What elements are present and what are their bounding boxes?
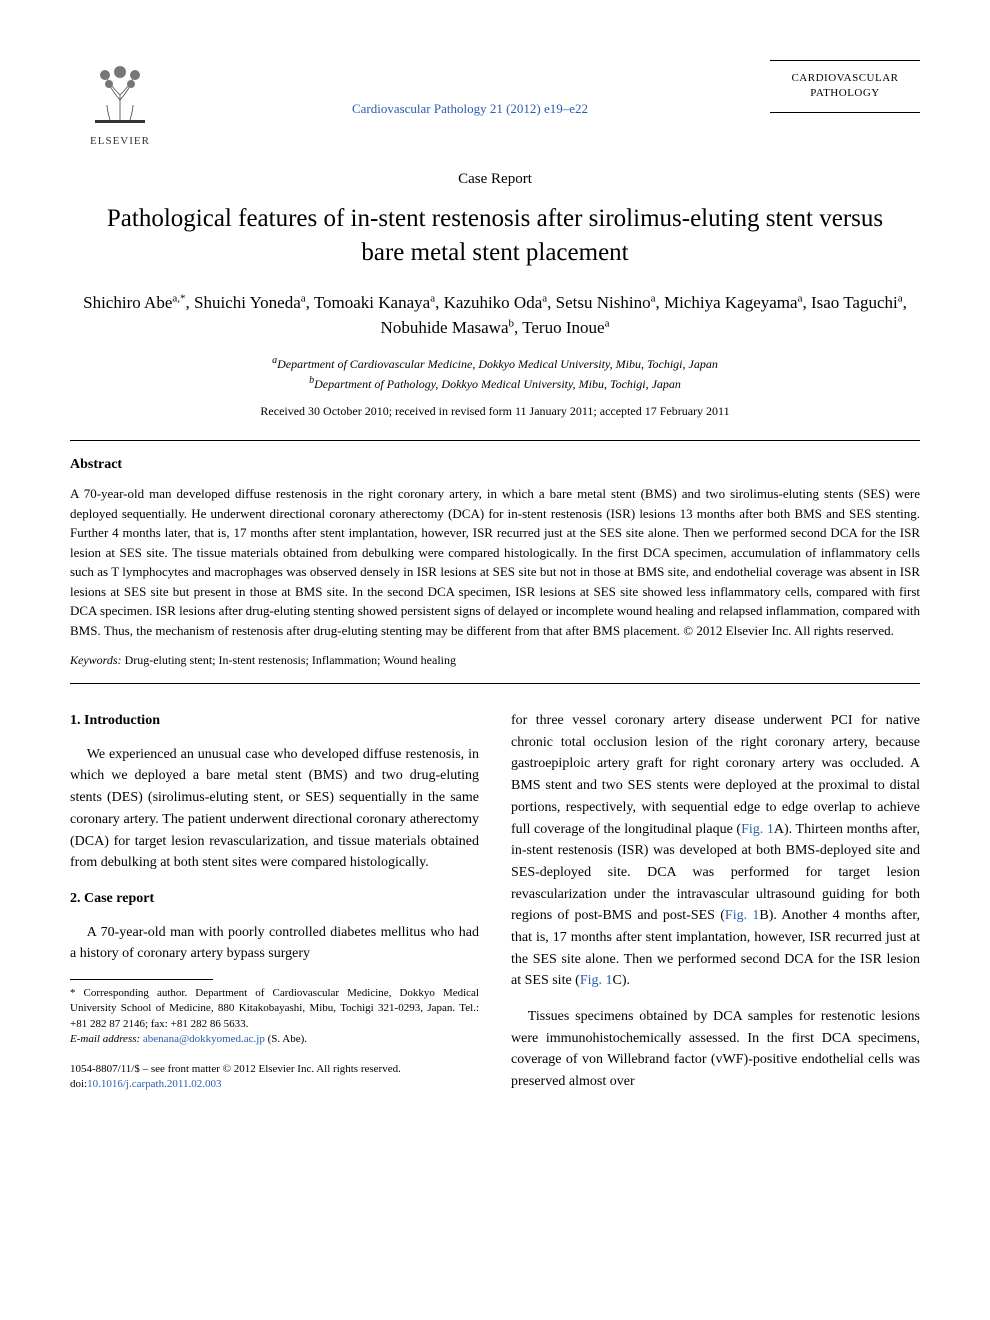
section-2-para-1a: A 70-year-old man with poorly controlled… (70, 922, 479, 965)
journal-title-box: CARDIOVASCULAR PATHOLOGY (770, 60, 920, 113)
journal-name-line2: PATHOLOGY (776, 86, 914, 101)
footnote-rule (70, 979, 213, 980)
email-footnote: E-mail address: abenana@dokkyomed.ac.jp … (70, 1032, 479, 1047)
fig-1a-ref[interactable]: Fig. 1 (741, 822, 774, 837)
affiliation-a: aDepartment of Cardiovascular Medicine, … (70, 353, 920, 373)
header-row: ELSEVIER Cardiovascular Pathology 21 (20… (70, 60, 920, 149)
email-tail: (S. Abe). (265, 1033, 307, 1045)
section-2-head: 2. Case report (70, 888, 479, 910)
page-root: ELSEVIER Cardiovascular Pathology 21 (20… (0, 0, 990, 1147)
author-list: Shichiro Abea,*, Shuichi Yonedaa, Tomoak… (70, 290, 920, 341)
keywords-label: Keywords: (70, 653, 122, 667)
divider-bottom (70, 683, 920, 684)
copyright-line: 1054-8807/11/$ – see front matter © 2012… (70, 1062, 479, 1077)
right-column: for three vessel coronary artery disease… (511, 710, 920, 1107)
citation-area: Cardiovascular Pathology 21 (2012) e19–e… (170, 60, 770, 118)
corresponding-author-footnote: * Corresponding author. Department of Ca… (70, 986, 479, 1032)
publisher-logo-area: ELSEVIER (70, 60, 170, 149)
article-title: Pathological features of in-stent resten… (100, 202, 890, 270)
fig-1c-ref[interactable]: Fig. 1 (580, 973, 613, 988)
author-email-link[interactable]: abenana@dokkyomed.ac.jp (143, 1033, 265, 1045)
doi-link[interactable]: 10.1016/j.carpath.2011.02.003 (87, 1078, 221, 1090)
section-2-para-2: Tissues specimens obtained by DCA sample… (511, 1006, 920, 1093)
email-label: E-mail address: (70, 1033, 143, 1045)
doi-label: doi: (70, 1078, 87, 1090)
keywords: Keywords: Drug-eluting stent; In-stent r… (70, 652, 920, 669)
publisher-name: ELSEVIER (90, 134, 150, 149)
article-dates: Received 30 October 2010; received in re… (70, 403, 920, 420)
affiliation-b: bDepartment of Pathology, Dokkyo Medical… (70, 373, 920, 393)
affiliations: aDepartment of Cardiovascular Medicine, … (70, 353, 920, 393)
keywords-list: Drug-eluting stent; In-stent restenosis;… (122, 653, 456, 667)
body-columns: 1. Introduction We experienced an unusua… (70, 710, 920, 1107)
doi-line: doi:10.1016/j.carpath.2011.02.003 (70, 1077, 479, 1092)
section-1-head: 1. Introduction (70, 710, 479, 732)
left-column: 1. Introduction We experienced an unusua… (70, 710, 479, 1107)
journal-name-line1: CARDIOVASCULAR (776, 71, 914, 86)
elsevier-tree-icon (85, 60, 155, 130)
abstract-text: A 70-year-old man developed diffuse rest… (70, 484, 920, 640)
section-1-para-1: We experienced an unusual case who devel… (70, 744, 479, 874)
abstract-heading: Abstract (70, 455, 920, 475)
journal-citation[interactable]: Cardiovascular Pathology 21 (2012) e19–e… (352, 101, 588, 116)
section-2-para-1b: for three vessel coronary artery disease… (511, 710, 920, 992)
fig-1b-ref[interactable]: Fig. 1 (725, 908, 759, 923)
article-type: Case Report (70, 169, 920, 190)
divider-top (70, 440, 920, 441)
